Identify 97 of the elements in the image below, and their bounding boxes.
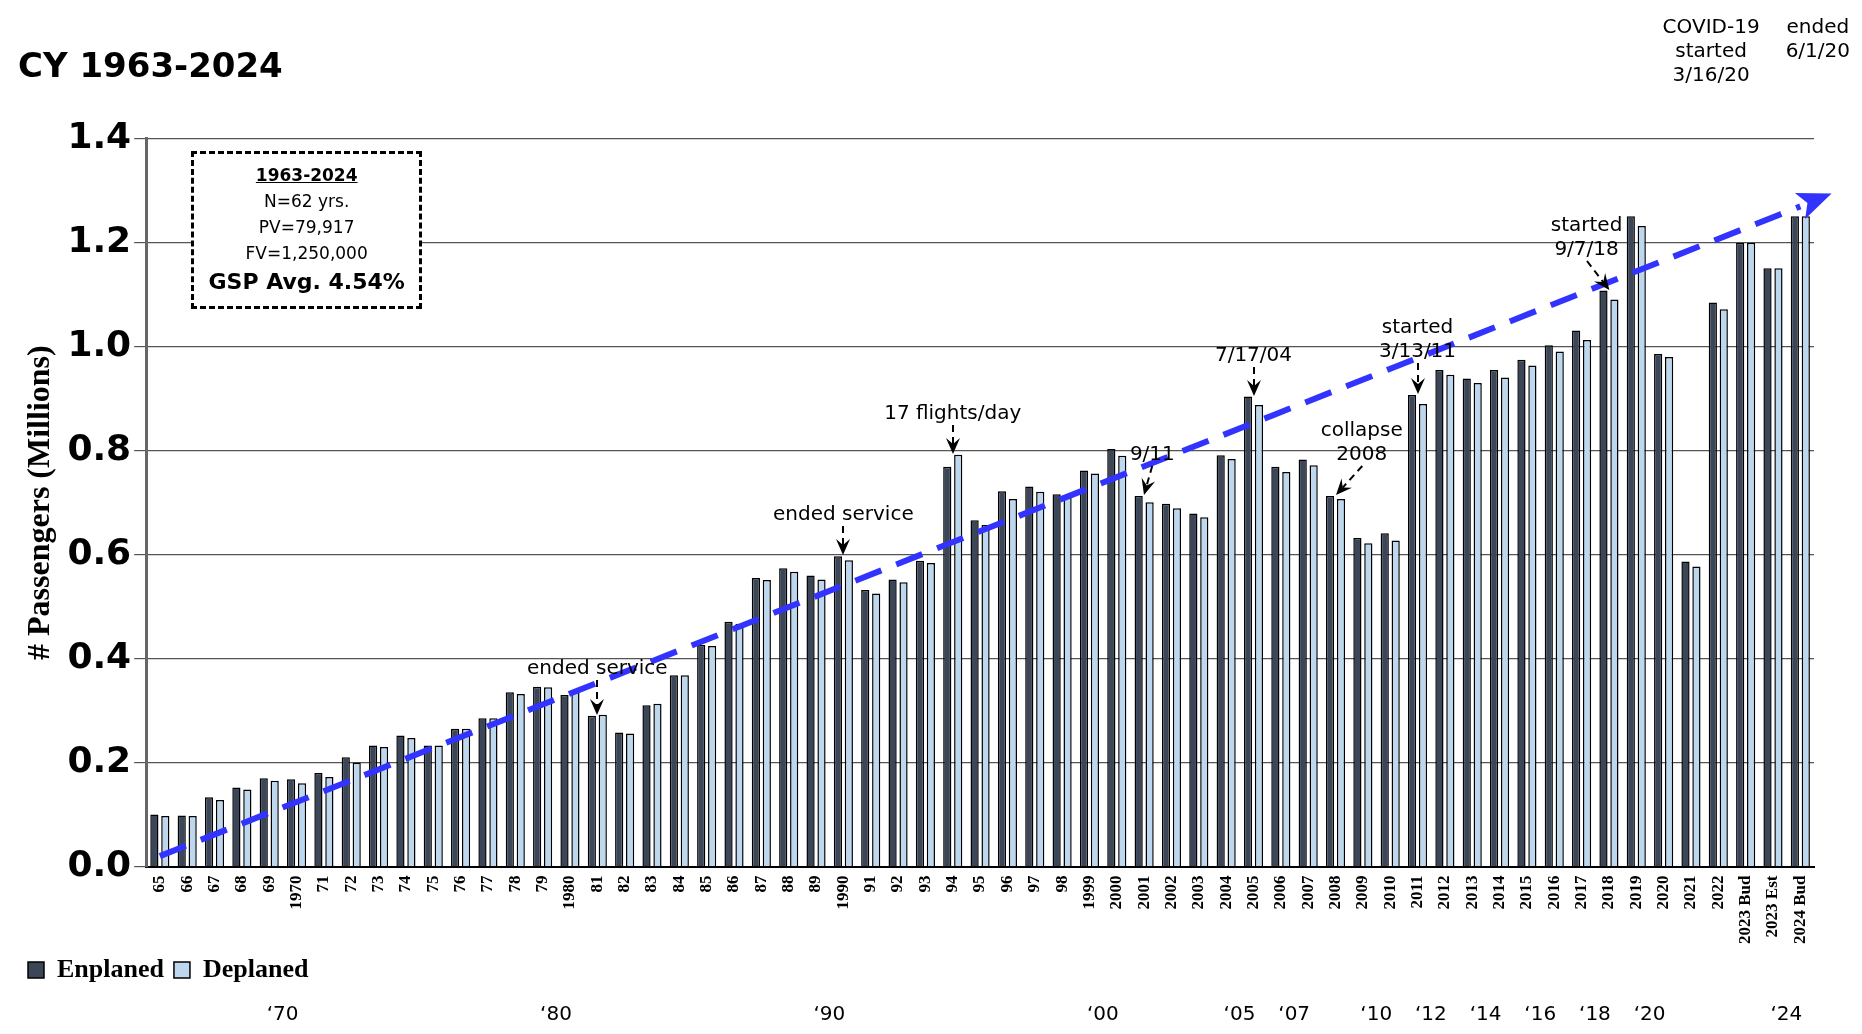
y-tick-label: 0.0 [67, 842, 132, 884]
x-tick-label: 92 [887, 875, 907, 893]
text: ‘07 [1278, 1001, 1311, 1026]
x-tick-label: 2017 [1570, 875, 1590, 910]
x-tick-label: 98 [1051, 875, 1071, 893]
text: ‘05 [1223, 1001, 1256, 1026]
x-tick-label: 74 [395, 875, 415, 893]
x-tick-label: 2016 [1543, 875, 1563, 910]
x-tick-label: 2019 [1625, 875, 1645, 910]
x-tick-label: 87 [750, 875, 770, 893]
x-tick-label: 2009 [1352, 875, 1372, 910]
x-tick-label: 84 [668, 875, 688, 893]
annotation: ended service [772, 501, 915, 526]
y-tick-label: 1.2 [67, 219, 132, 261]
x-tick-label: 75 [422, 875, 442, 893]
x-tick-label: 66 [176, 875, 196, 893]
x-tick-label: 2018 [1598, 875, 1618, 910]
annotation: FV=1,250,000 [244, 241, 369, 265]
x-tick-label: 82 [614, 875, 634, 893]
y-tick-label: 1.4 [67, 115, 132, 157]
x-tick-label: 86 [723, 875, 743, 893]
x-tick-label: 1999 [1078, 875, 1098, 910]
legend-label: Deplaned [202, 953, 309, 983]
text: ‘14 [1469, 1001, 1502, 1026]
text: ‘80 [540, 1001, 572, 1026]
x-tick-label: 1970 [285, 875, 305, 910]
y-axis-title: # Passengers (Millions) [20, 345, 57, 660]
x-tick-label: 2004 [1215, 875, 1235, 910]
x-tick-label: 67 [203, 875, 223, 893]
x-tick-label: 2021 [1680, 875, 1700, 910]
x-tick-label: 71 [313, 875, 333, 893]
annotation: 7/17/04 [1213, 341, 1294, 366]
x-tick-label: 2008 [1324, 875, 1344, 910]
annotation: started 9/7/18 [1549, 211, 1624, 260]
x-tick-label: 76 [449, 875, 469, 893]
text: ‘18 [1579, 1001, 1611, 1026]
text: ‘24 [1770, 1001, 1803, 1026]
x-tick-label: 69 [258, 875, 278, 893]
text: ‘70 [266, 1001, 299, 1026]
text: ‘10 [1360, 1001, 1393, 1026]
annotation: 17 flights/day [883, 399, 1023, 424]
x-tick-label: 1980 [559, 875, 579, 910]
x-tick-label: 2003 [1188, 875, 1208, 910]
x-tick-label: 2014 [1488, 875, 1508, 910]
x-tick-label: 2007 [1297, 875, 1317, 910]
x-tick-label: 96 [996, 875, 1016, 893]
x-tick-label: 2015 [1516, 875, 1536, 910]
y-tick-label: 0.2 [67, 738, 132, 780]
x-tick-label: 95 [969, 875, 989, 893]
legend-label: Enplaned [57, 953, 165, 983]
x-tick-label: 93 [914, 875, 934, 893]
x-tick-label: 2010 [1379, 875, 1399, 910]
chart-title: CY 1963-2024 [18, 45, 283, 86]
x-tick-label: 2011 [1406, 875, 1426, 909]
text: ‘12 [1414, 1001, 1447, 1026]
text: COVID-19 started 3/16/20 [1662, 14, 1760, 86]
y-tick-label: 1.0 [67, 323, 132, 365]
x-tick-label: 2002 [1160, 875, 1180, 910]
x-tick-label: 65 [149, 875, 169, 893]
x-tick-label: 2024 Bud [1789, 874, 1809, 944]
x-tick-label: 2006 [1270, 875, 1290, 910]
annotation: PV=79,917 [257, 215, 356, 239]
x-tick-label: 89 [805, 875, 825, 893]
x-tick-label: 2020 [1653, 875, 1673, 910]
x-tick-label: 91 [860, 875, 880, 893]
y-tick-label: 0.4 [67, 634, 132, 676]
x-tick-label: 81 [586, 875, 606, 893]
x-tick-label: 73 [367, 875, 387, 893]
annotation: GSP Avg. 4.54% [207, 267, 406, 296]
x-tick-label: 72 [340, 875, 360, 893]
text: ‘90 [813, 1001, 846, 1026]
x-tick-label: 77 [477, 875, 497, 893]
x-tick-label: 2001 [1133, 875, 1153, 910]
y-tick-label: 0.6 [67, 530, 132, 572]
x-tick-label: 97 [1024, 875, 1044, 893]
x-tick-label: 2000 [1106, 875, 1126, 910]
x-tick-label: 2022 [1707, 875, 1727, 910]
text: ended 6/1/20 [1785, 14, 1850, 62]
x-tick-label: 2023 Est [1762, 875, 1782, 938]
annotation: N=62 yrs. [263, 189, 351, 213]
x-tick-label: 79 [532, 875, 552, 893]
x-tick-label: 1990 [832, 875, 852, 910]
x-tick-label: 88 [778, 875, 798, 893]
x-tick-label: 2012 [1434, 875, 1454, 910]
text: ‘00 [1086, 1001, 1119, 1026]
x-tick-label: 2013 [1461, 875, 1481, 910]
x-tick-label: 94 [942, 875, 962, 893]
x-tick-label: 2005 [1242, 875, 1262, 910]
x-tick-label: 78 [504, 875, 524, 893]
text: ‘20 [1633, 1001, 1666, 1026]
annotation: 1963-2024 [254, 163, 359, 187]
x-tick-label: 83 [641, 875, 661, 893]
text: ‘16 [1524, 1001, 1557, 1026]
x-tick-label: 68 [231, 875, 251, 893]
y-tick-label: 0.8 [67, 427, 132, 469]
x-tick-label: 85 [696, 875, 716, 893]
x-tick-label: 2023 Bud [1735, 874, 1755, 944]
